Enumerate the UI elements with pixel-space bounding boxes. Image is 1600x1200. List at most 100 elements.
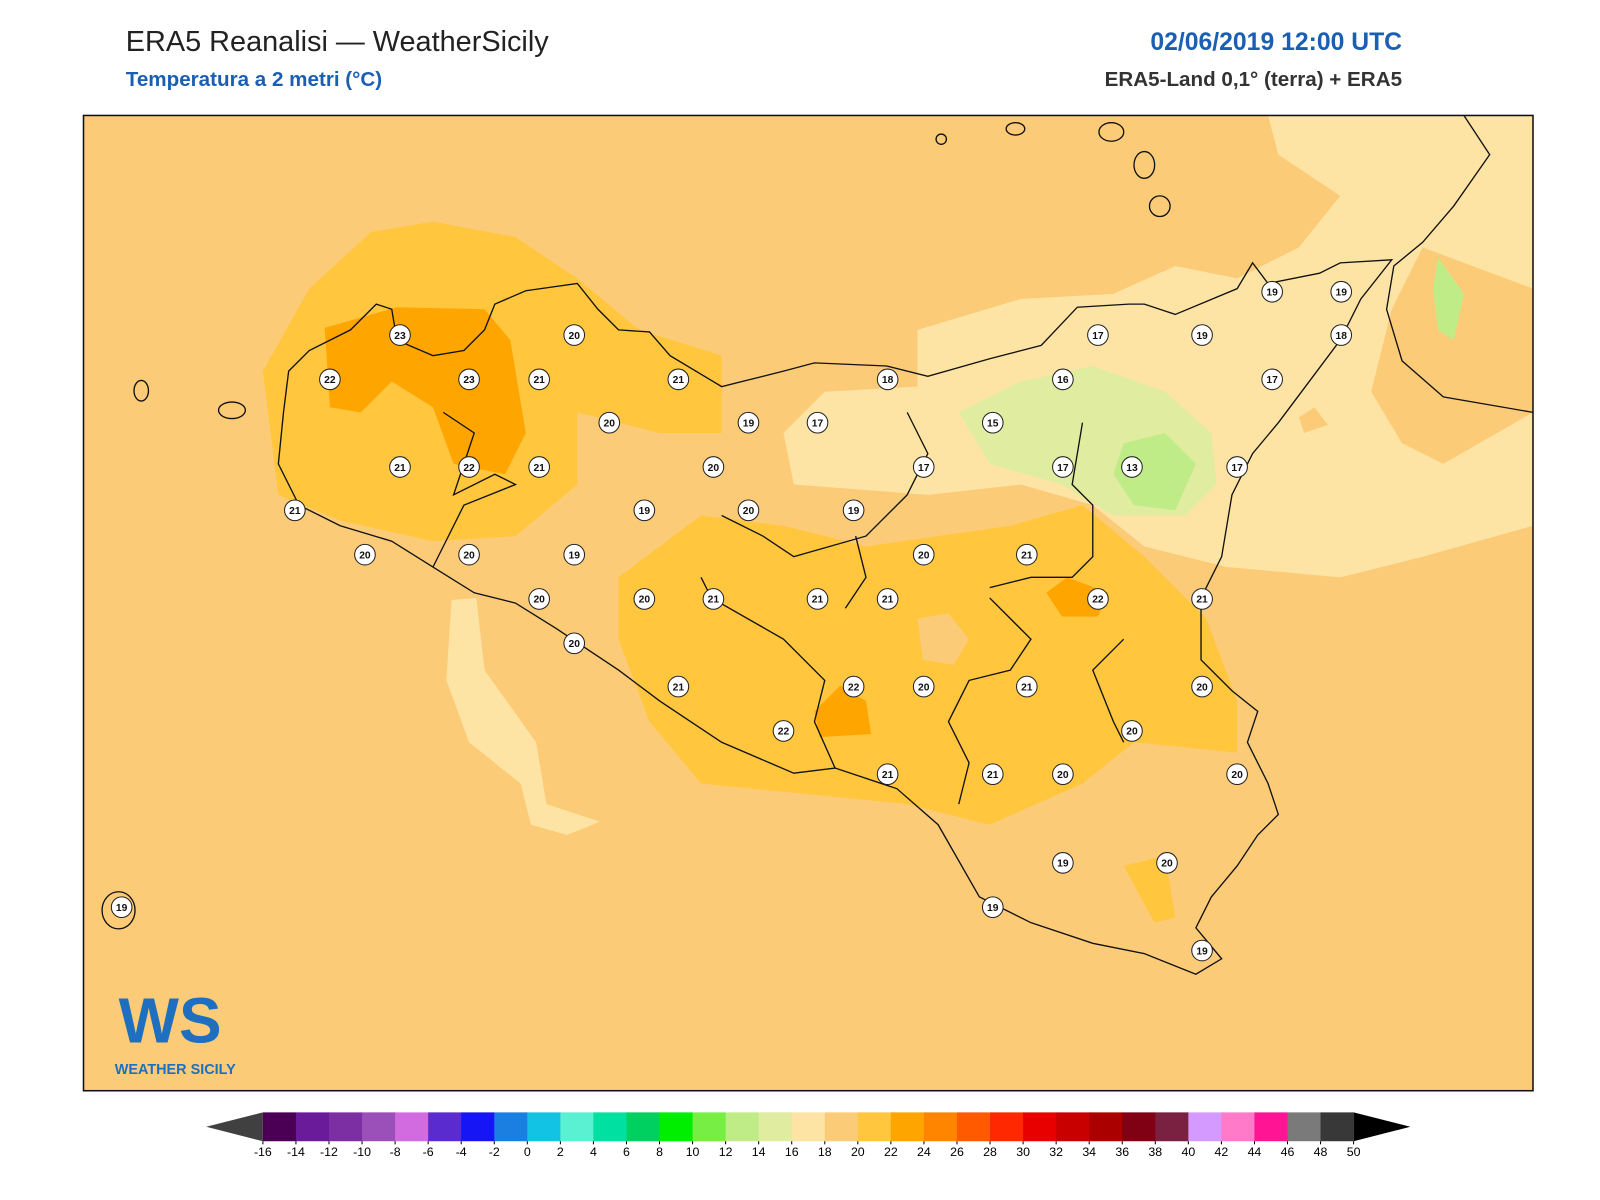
station-marker <box>1330 280 1353 303</box>
station-value: 21 <box>533 375 545 386</box>
station-marker <box>528 588 550 610</box>
colorbar-box <box>295 1112 330 1142</box>
colorbar-tick-label: 0 <box>524 1145 531 1159</box>
station-marker <box>702 456 725 478</box>
station-value: 17 <box>812 418 824 429</box>
station-value: 21 <box>673 682 685 693</box>
colorbar-tick-label: 24 <box>917 1145 931 1159</box>
station-value: 19 <box>1057 859 1069 870</box>
station-marker <box>1191 675 1213 698</box>
contour-18 <box>1371 247 1533 464</box>
title: ERA5 Reanalisi — WeatherSicily <box>126 26 549 58</box>
station-value: 20 <box>568 639 580 650</box>
station-value: 21 <box>882 595 894 606</box>
station-value: 19 <box>848 506 860 517</box>
colorbar-box <box>692 1112 727 1142</box>
station-value: 20 <box>463 550 475 561</box>
station-value: 17 <box>1092 331 1104 342</box>
colorbar-tick-label: -16 <box>254 1145 272 1159</box>
station-marker <box>458 543 480 566</box>
colorbar-box <box>857 1112 892 1142</box>
station-marker <box>806 588 829 610</box>
station-marker <box>1191 939 1213 962</box>
station-marker <box>110 896 133 919</box>
station-value: 19 <box>1196 331 1208 342</box>
island <box>133 379 150 402</box>
station-value: 16 <box>1057 375 1069 386</box>
colorbar-box <box>758 1112 793 1142</box>
station-value: 20 <box>568 331 580 342</box>
colorbar-tick-label: -12 <box>320 1145 338 1159</box>
colorbar-tick-label: 22 <box>884 1145 898 1159</box>
logo-text: WEATHER SICILY <box>115 1062 236 1078</box>
station-marker <box>458 368 480 391</box>
station-marker <box>1052 763 1074 786</box>
station-value: 19 <box>1336 288 1348 299</box>
colorbar-box <box>328 1112 363 1142</box>
station-value: 20 <box>1161 859 1173 870</box>
station-value: 20 <box>359 550 371 561</box>
station-marker <box>284 499 306 522</box>
colorbar-box <box>1089 1112 1123 1142</box>
colorbar-tick-label: 32 <box>1049 1145 1063 1159</box>
station-value: 19 <box>1266 288 1278 299</box>
colorbar-tick-label: 44 <box>1248 1145 1262 1159</box>
station-marker <box>1087 588 1109 610</box>
colorbar-tick-label: 6 <box>623 1145 630 1159</box>
station-marker <box>737 411 760 434</box>
station-marker <box>876 588 899 610</box>
station-marker <box>912 675 935 698</box>
station-marker <box>981 763 1004 786</box>
colorbar-box <box>428 1112 462 1142</box>
contour-12 <box>1113 432 1196 511</box>
station-value: 20 <box>533 595 545 606</box>
station-marker <box>528 456 550 478</box>
station-value: 20 <box>1126 727 1138 738</box>
station-marker <box>1261 368 1283 391</box>
station-value: 21 <box>289 506 301 517</box>
colorbar-box <box>956 1112 991 1142</box>
colorbar-tick-label: 12 <box>719 1145 733 1159</box>
station-value: 19 <box>987 903 999 914</box>
source: ERA5-Land 0,1° (terra) + ERA5 <box>1105 68 1402 91</box>
station-value: 21 <box>812 595 824 606</box>
station-value: 21 <box>1021 682 1033 693</box>
colorbar-box <box>659 1112 694 1142</box>
station-marker <box>1261 280 1283 303</box>
island <box>935 133 948 145</box>
colorbar-tick-label: 46 <box>1281 1145 1295 1159</box>
colorbar-box <box>725 1112 760 1142</box>
colorbar-box <box>362 1112 396 1142</box>
station-value: 19 <box>116 903 128 914</box>
colorbar-tick-label: -10 <box>353 1145 371 1159</box>
colorbar-tick-label: -14 <box>287 1145 305 1159</box>
logo-mark: WS <box>119 985 222 1057</box>
colorbar-box <box>1320 1112 1355 1142</box>
station-marker <box>772 720 795 742</box>
colorbar-tick-label: -6 <box>423 1145 434 1159</box>
station-value: 20 <box>918 682 930 693</box>
station-marker <box>563 632 586 655</box>
contour-12 <box>1432 257 1464 341</box>
station-value: 20 <box>604 418 616 429</box>
contour-18 <box>1298 407 1328 433</box>
colorbar-tick-label: 10 <box>686 1145 700 1159</box>
colorbar-tick-label: 8 <box>656 1145 663 1159</box>
station-marker <box>1330 324 1353 346</box>
station-value: 22 <box>778 727 790 738</box>
station-value: 19 <box>568 550 580 561</box>
station-value: 21 <box>987 770 999 781</box>
colorbar-under <box>206 1112 263 1142</box>
colorbar-tick-label: 16 <box>785 1145 799 1159</box>
station-value: 19 <box>639 506 651 517</box>
colorbar-tick-label: 30 <box>1016 1145 1030 1159</box>
colorbar-tick-label: 26 <box>950 1145 964 1159</box>
station-marker <box>1015 675 1038 698</box>
map: 23 20 22 23 21 21 18 17 19 19 19 18 16 17 20 19 17 15 21 22… <box>83 115 1533 1091</box>
island <box>217 401 247 420</box>
station-marker <box>667 675 690 698</box>
contour-18 <box>917 613 970 665</box>
colorbar-box <box>395 1112 429 1142</box>
station-value: 18 <box>1336 331 1348 342</box>
